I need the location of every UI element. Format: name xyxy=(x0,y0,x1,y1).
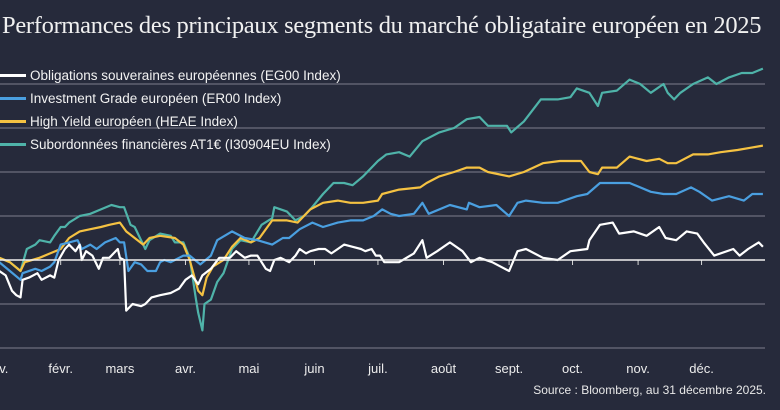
series-line-0 xyxy=(0,221,764,312)
legend-swatch xyxy=(0,74,26,77)
x-axis-labels: janv. févr. mars avr. mai juin juil. août sept. o… xyxy=(0,361,714,376)
legend-swatch xyxy=(0,143,26,146)
x-tick-label: avr. xyxy=(175,361,196,376)
x-tick-label: sept. xyxy=(495,361,523,376)
series-lines xyxy=(0,67,765,332)
series-line-2 xyxy=(0,144,764,297)
legend-label: Subordonnées financières AT1€ (I30904EU … xyxy=(30,137,331,152)
legend-item-investment-grade: Investment Grade européen (ER00 Index) xyxy=(0,87,341,110)
legend-label: High Yield européen (HEAE Index) xyxy=(30,114,238,129)
legend-item-at1: Subordonnées financières AT1€ (I30904EU … xyxy=(0,133,341,156)
x-tick-label: août xyxy=(431,361,457,376)
legend-label: Obligations souveraines européennes (EG0… xyxy=(30,68,341,83)
series-line-1 xyxy=(0,181,763,281)
x-tick-label: déc. xyxy=(689,361,714,376)
x-tick-label: mars xyxy=(105,361,134,376)
x-axis-ticks xyxy=(60,260,703,265)
chart-title: Performances des principaux segments du … xyxy=(2,12,762,39)
legend: Obligations souveraines européennes (EG0… xyxy=(0,64,341,156)
legend-swatch xyxy=(0,97,26,100)
legend-swatch xyxy=(0,120,26,123)
source-note: Source : Bloomberg, au 31 décembre 2025. xyxy=(533,383,766,397)
x-tick-label: juil. xyxy=(367,361,388,376)
legend-item-high-yield: High Yield européen (HEAE Index) xyxy=(0,110,341,133)
x-tick-label: mai xyxy=(238,361,259,376)
x-tick-label: nov. xyxy=(626,361,650,376)
x-tick-label: févr. xyxy=(48,361,73,376)
legend-item-sovereign: Obligations souveraines européennes (EG0… xyxy=(0,64,341,87)
x-tick-label: janv. xyxy=(0,361,8,376)
x-tick-label: oct. xyxy=(562,361,583,376)
legend-label: Investment Grade européen (ER00 Index) xyxy=(30,91,282,106)
x-tick-label: juin xyxy=(303,361,324,376)
